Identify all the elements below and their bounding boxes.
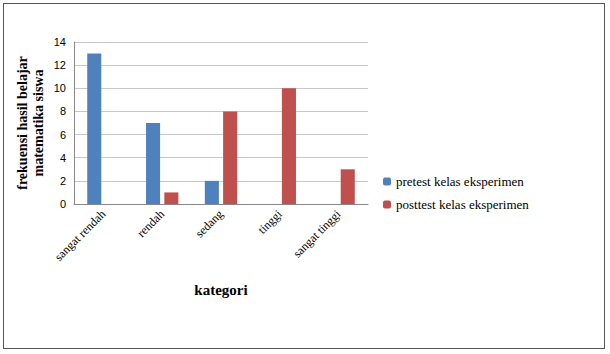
svg-text:6: 6 bbox=[60, 129, 66, 141]
svg-text:matematika siswa: matematika siswa bbox=[31, 70, 46, 177]
svg-text:10: 10 bbox=[54, 82, 66, 94]
svg-text:posttest kelas eksperimen: posttest kelas eksperimen bbox=[396, 197, 529, 212]
svg-text:kategori: kategori bbox=[194, 282, 247, 298]
svg-text:0: 0 bbox=[60, 198, 66, 210]
svg-text:12: 12 bbox=[54, 59, 66, 71]
svg-text:tinggi: tinggi bbox=[255, 207, 285, 237]
svg-text:frekuensi hasil belajar: frekuensi hasil belajar bbox=[15, 56, 30, 190]
svg-text:4: 4 bbox=[60, 152, 66, 164]
svg-text:14: 14 bbox=[54, 36, 66, 48]
svg-text:sangat rendah: sangat rendah bbox=[52, 207, 109, 264]
svg-text:rendah: rendah bbox=[134, 207, 167, 240]
svg-text:sangat tinggi: sangat tinggi bbox=[290, 207, 344, 261]
svg-text:pretest kelas eksperimen: pretest kelas eksperimen bbox=[396, 174, 524, 189]
svg-text:2: 2 bbox=[60, 175, 66, 187]
svg-text:sedang: sedang bbox=[193, 207, 226, 240]
svg-text:8: 8 bbox=[60, 105, 66, 117]
